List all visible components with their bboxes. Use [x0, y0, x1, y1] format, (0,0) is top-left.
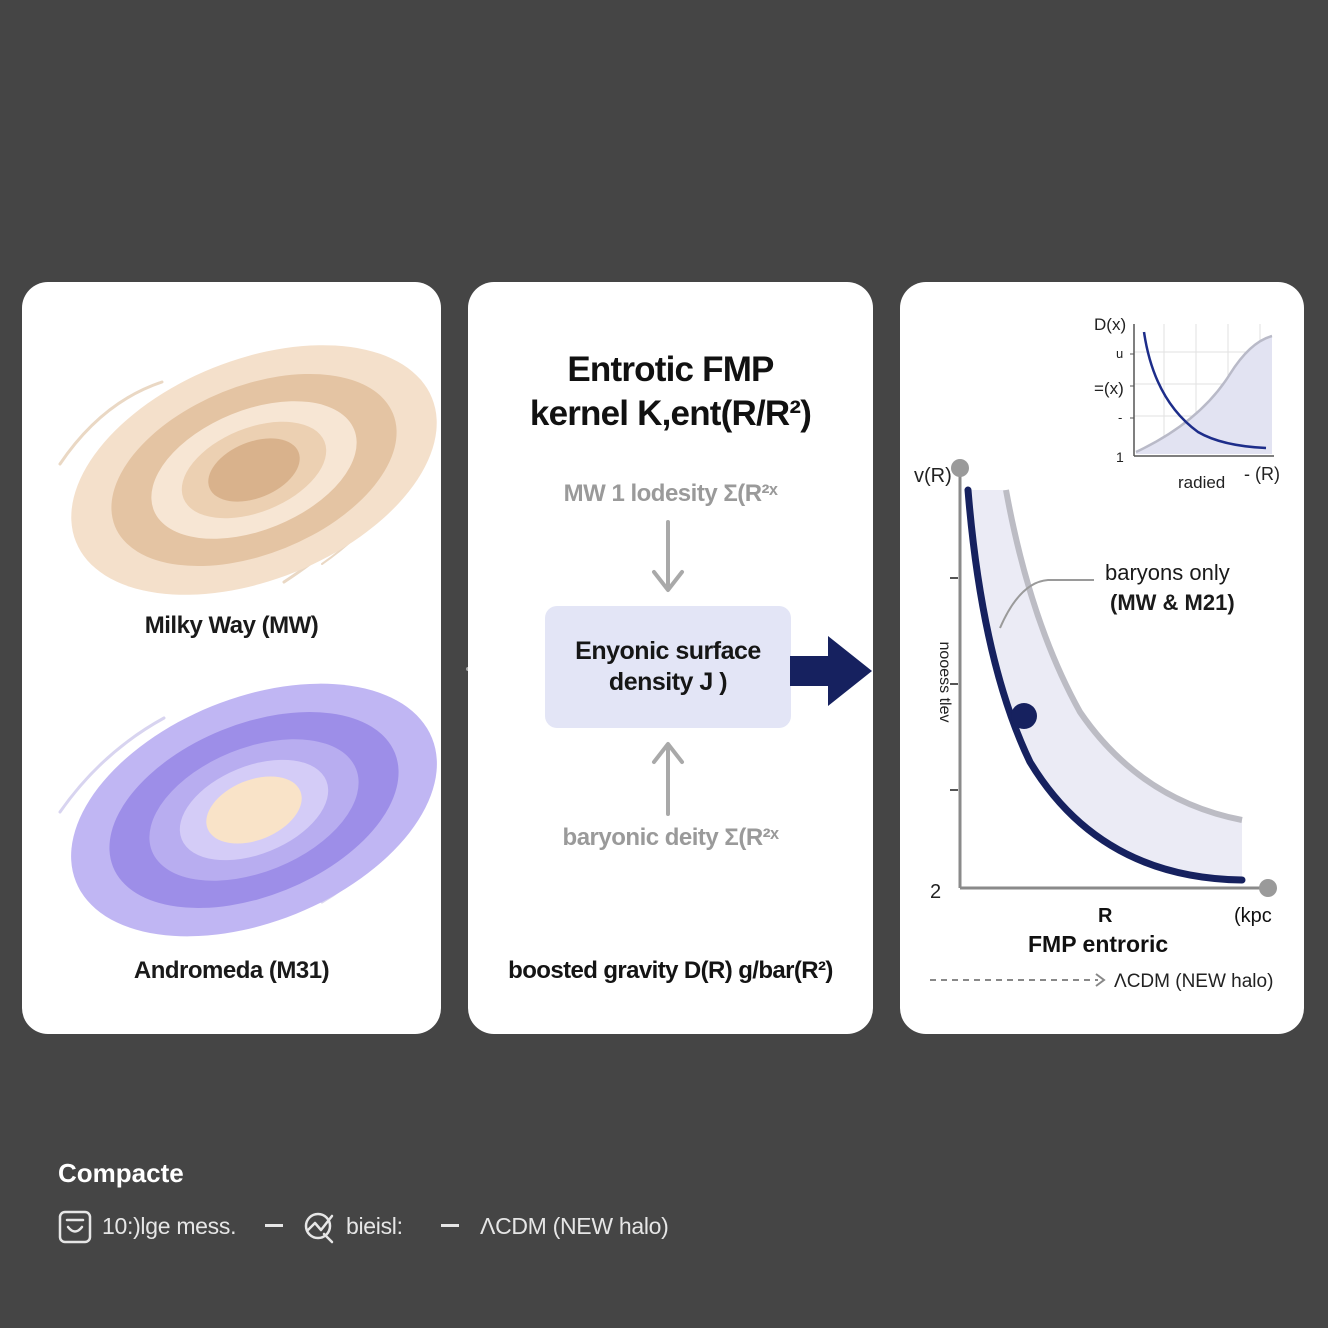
inset-y-label-c: - [1118, 410, 1122, 425]
andromeda-label: Andromeda (M31) [133, 957, 330, 984]
callout-line [999, 579, 1094, 629]
x-axis-unit: (kpc [1234, 905, 1272, 927]
chart-check-icon [304, 1212, 334, 1244]
inset-area [1136, 336, 1272, 454]
callout-line2: (MW & M21) [1110, 590, 1235, 615]
x-axis-end-cap [1259, 879, 1277, 897]
inset-x-ticks: - (R) [1244, 464, 1280, 484]
rotation-curve-chart: D(x) u =(x) - 1 radied - (R) v(R) nooess… [914, 315, 1280, 992]
inset-y-label-top: D(x) [1094, 315, 1126, 334]
kernel-title-line2: kernel K,ent(R/R²) [529, 394, 812, 433]
uncertainty-band [968, 490, 1242, 880]
curve-panel: D(x) u =(x) - 1 radied - (R) v(R) nooess… [900, 282, 1304, 1034]
footer-item-3: ΛCDM (NEW halo) [480, 1213, 669, 1239]
inset-x-label: radied [1178, 473, 1225, 492]
inset-chart: D(x) u =(x) - 1 radied - (R) [1094, 315, 1280, 492]
top-input-label: MW 1 lodesity Σ(R²ˣ [563, 480, 778, 507]
y-axis-end-cap [951, 459, 969, 477]
mw-motion-line [58, 380, 164, 466]
fmp-entropic-curve [964, 486, 1246, 884]
density-box: Enyonic surface density J ) [545, 606, 791, 728]
inset-falling-curve [1142, 331, 1267, 450]
y-axis-rotated-label: nooess tlev [936, 642, 953, 723]
down-arrow [652, 520, 684, 592]
up-arrow [652, 742, 684, 816]
density-box-line2: density J ) [608, 668, 728, 696]
kernel-title-line1: Entrotic FMP [567, 350, 774, 389]
milky-way-label: Milky Way (MW) [144, 612, 319, 639]
inset-rising-curve [1135, 334, 1273, 454]
bottom-input-label: baryonic deity Σ(R²ˣ [562, 824, 779, 851]
galaxies-panel: Milky Way (MW) Andromeda (M31) [22, 282, 441, 1034]
footer-separator [265, 1224, 283, 1227]
andromeda-galaxy [58, 683, 437, 937]
main-chart: v(R) nooess tlev 2 baryons only (MW & M2… [914, 459, 1277, 992]
m31-core [206, 776, 302, 844]
legend-arrowhead [1095, 973, 1106, 987]
main-caption: FMP entroric [1028, 931, 1168, 957]
inset-y-label-b: =(x) [1094, 379, 1124, 398]
output-arrow [790, 636, 872, 706]
mw-core [208, 438, 300, 502]
arrow-down-icon [652, 520, 684, 592]
y-axis-bottom-tick: 2 [930, 881, 941, 903]
fmp-curve-marker [1011, 703, 1037, 729]
message-icon [58, 1210, 92, 1244]
footer-item-2: bieisl: [346, 1213, 403, 1239]
x-axis-label: R [1098, 905, 1113, 927]
kernel-panel: Entrotic FMP kernel K,ent(R/R²) MW 1 lod… [468, 282, 873, 1034]
footer-separator [441, 1224, 459, 1227]
callout-line1: baryons only [1105, 560, 1230, 585]
galaxies-illustration [58, 345, 437, 937]
inset-y-label-bottom: 1 [1116, 449, 1124, 465]
boosted-gravity-label: boosted gravity D(R) g/bar(R²) [508, 957, 833, 984]
inset-y-label-a: u [1116, 346, 1123, 361]
arrow-right-bold-icon [790, 636, 872, 706]
baryons-only-curve [1003, 489, 1243, 823]
y-axis-label: v(R) [914, 465, 952, 487]
density-box-line1: Enyonic surface [575, 637, 761, 665]
m31-motion-line [58, 716, 166, 814]
footer-title: Compacte [58, 1158, 184, 1188]
footer-item-1: 10:)lge mess. [102, 1213, 237, 1239]
legend-label: ΛCDM (NEW halo) [1114, 971, 1273, 992]
arrow-up-icon [652, 742, 684, 816]
milky-way-galaxy [58, 345, 437, 595]
